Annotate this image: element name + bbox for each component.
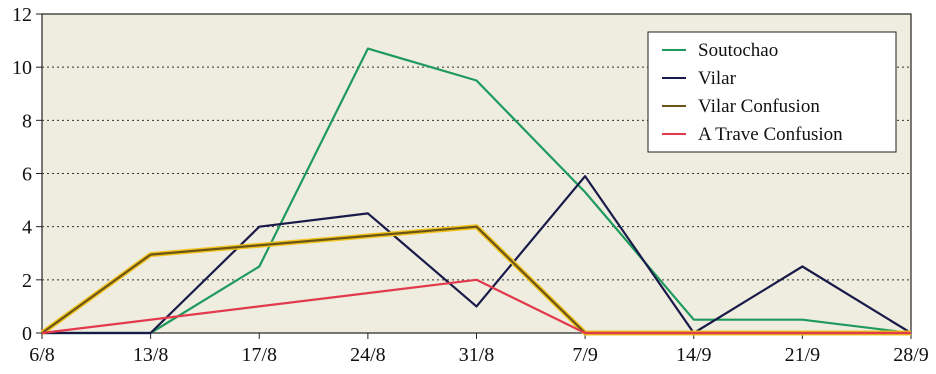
legend-label-vilar-confusion: Vilar Confusion xyxy=(698,96,820,117)
series-line-soutochao xyxy=(42,47,912,335)
series-line-vilar xyxy=(42,175,912,335)
x-tick-label-7: 21/9 xyxy=(785,344,821,366)
x-tick-label-3: 24/8 xyxy=(350,344,386,366)
series-layer xyxy=(40,47,912,336)
x-tick-label-8: 28/9 xyxy=(893,344,929,366)
x-tick-label-1: 13/8 xyxy=(133,344,169,366)
y-tick-label-2: 2 xyxy=(22,270,32,292)
legend: Soutochao Vilar Vilar Confusion A Trave … xyxy=(647,31,897,153)
x-tick-label-5: 7/9 xyxy=(572,344,598,366)
y-tick-label-4: 4 xyxy=(22,217,32,239)
legend-label-a-trave-confusion: A Trave Confusion xyxy=(698,124,843,145)
y-tick-label-0: 0 xyxy=(22,323,32,345)
legend-label-soutochao: Soutochao xyxy=(698,40,778,61)
y-tick-label-12: 12 xyxy=(12,4,32,26)
y-tick-label-8: 8 xyxy=(22,110,32,132)
legend-box xyxy=(647,31,897,153)
y-tick-label-6: 6 xyxy=(22,164,32,186)
x-tick-label-2: 17/8 xyxy=(241,344,277,366)
x-tick-label-0: 6/8 xyxy=(29,344,55,366)
x-tick-label-6: 14/9 xyxy=(676,344,712,366)
y-tick-label-10: 10 xyxy=(12,57,32,79)
axes: 0 2 4 6 8 10 12 6/8 13/8 17/8 24/8 31/8 7/9 14/9 21/9 2… xyxy=(12,4,929,366)
series-line-a-trave-confusion xyxy=(41,278,911,335)
legend-label-vilar: Vilar xyxy=(698,68,737,89)
x-tick-label-4: 31/8 xyxy=(459,344,495,366)
